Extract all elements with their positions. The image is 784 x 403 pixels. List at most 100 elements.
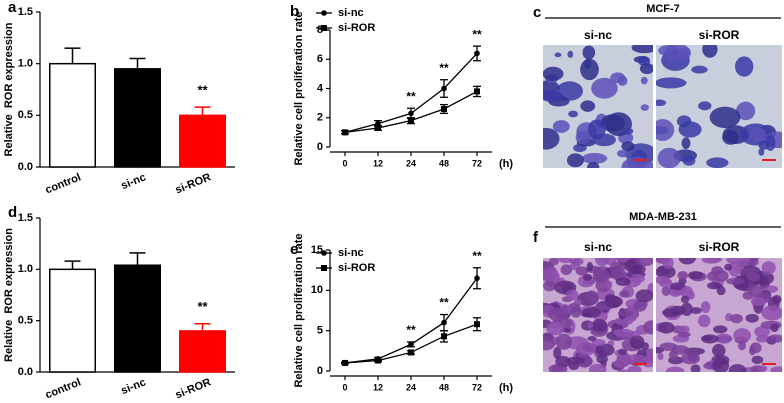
- annotation: **: [197, 299, 208, 314]
- image-label: si-ROR: [699, 28, 740, 42]
- x-tick-label: 12: [373, 382, 383, 392]
- y-tick-label: 1.0: [18, 58, 33, 70]
- cell: [677, 270, 689, 280]
- cell: [592, 133, 616, 147]
- y-tick-label: 15: [311, 244, 323, 256]
- x-tick-label: control: [44, 376, 83, 401]
- marker: [342, 359, 348, 366]
- cell: [631, 273, 645, 283]
- cell: [582, 273, 593, 281]
- x-tick-label: 48: [439, 382, 449, 392]
- micrograph: [656, 258, 782, 372]
- x-tick-label: 48: [439, 158, 449, 168]
- y-tick-label: 2: [317, 112, 323, 124]
- cell: [656, 99, 667, 107]
- cell: [748, 258, 759, 262]
- cell: [676, 115, 692, 128]
- cell: [767, 334, 782, 343]
- marker: [441, 333, 447, 340]
- cell: [580, 100, 596, 112]
- cell: [661, 286, 671, 296]
- cell: [587, 322, 594, 329]
- cell: [712, 357, 730, 372]
- cell: [629, 335, 645, 350]
- x-tick-label: 72: [472, 158, 482, 168]
- cell: [543, 336, 556, 351]
- cell: [662, 258, 674, 270]
- cell: [724, 263, 733, 271]
- cell: [751, 355, 764, 365]
- y-tick-label: 10: [311, 284, 323, 296]
- cell: [745, 313, 759, 323]
- panel-label: e: [290, 241, 298, 258]
- cell: [668, 350, 678, 361]
- cell: [571, 258, 584, 266]
- panel-label: d: [8, 204, 17, 221]
- cell: [728, 364, 747, 372]
- cell: [702, 45, 718, 58]
- cell: [706, 282, 722, 290]
- cell: [591, 339, 606, 347]
- cell: [698, 314, 711, 328]
- cell: [617, 310, 634, 317]
- marker: [342, 129, 348, 136]
- cell: [691, 65, 708, 74]
- cell: [627, 365, 642, 372]
- cell: [621, 141, 635, 152]
- cell: [640, 104, 649, 111]
- legend-marker: [321, 25, 327, 31]
- cell: [595, 343, 615, 357]
- cell: [635, 289, 653, 303]
- cell: [635, 258, 653, 267]
- cell: [596, 354, 608, 364]
- cell: [617, 369, 630, 372]
- cell: [566, 289, 579, 301]
- panel-label: c: [533, 4, 541, 21]
- marker: [441, 319, 447, 326]
- cell: [761, 261, 776, 275]
- cell: [619, 290, 630, 298]
- marker: [474, 321, 480, 328]
- cell: [687, 271, 704, 280]
- x-tick-label: 24: [406, 382, 416, 392]
- cell: [754, 326, 770, 338]
- cell: [548, 364, 563, 372]
- cell: [567, 50, 574, 58]
- bar: [114, 264, 161, 373]
- cell: [581, 153, 608, 164]
- legend-marker: [321, 265, 327, 271]
- cell: [680, 285, 694, 299]
- cell: [664, 45, 691, 63]
- y-tick-label: 0: [317, 141, 323, 153]
- y-tick-label: 5: [317, 325, 323, 337]
- cell: [582, 45, 596, 60]
- marker: [375, 357, 381, 364]
- cell: [749, 127, 767, 142]
- cell: [543, 89, 563, 102]
- cell: [543, 265, 559, 282]
- marker: [474, 88, 480, 95]
- cell: [600, 114, 626, 132]
- y-tick-label: 1.5: [18, 6, 33, 18]
- marker: [441, 105, 447, 112]
- y-tick-label: 0.0: [18, 366, 33, 378]
- cell: [643, 320, 653, 335]
- cell: [722, 130, 739, 145]
- cell: [625, 354, 648, 365]
- cell: [587, 336, 597, 342]
- y-axis-label: Relative cell proliferation rate: [293, 233, 305, 387]
- annotation: **: [472, 27, 482, 41]
- cell: [758, 148, 765, 156]
- cell: [622, 127, 634, 135]
- cell: [657, 321, 675, 334]
- cell: [690, 364, 701, 372]
- marker: [408, 341, 414, 348]
- bar: [114, 68, 161, 168]
- cell: [552, 120, 570, 133]
- cell: [555, 355, 571, 368]
- cell: [770, 323, 779, 333]
- panel-label: a: [8, 0, 17, 16]
- annotation: **: [406, 89, 416, 103]
- y-tick-label: 6: [317, 53, 323, 65]
